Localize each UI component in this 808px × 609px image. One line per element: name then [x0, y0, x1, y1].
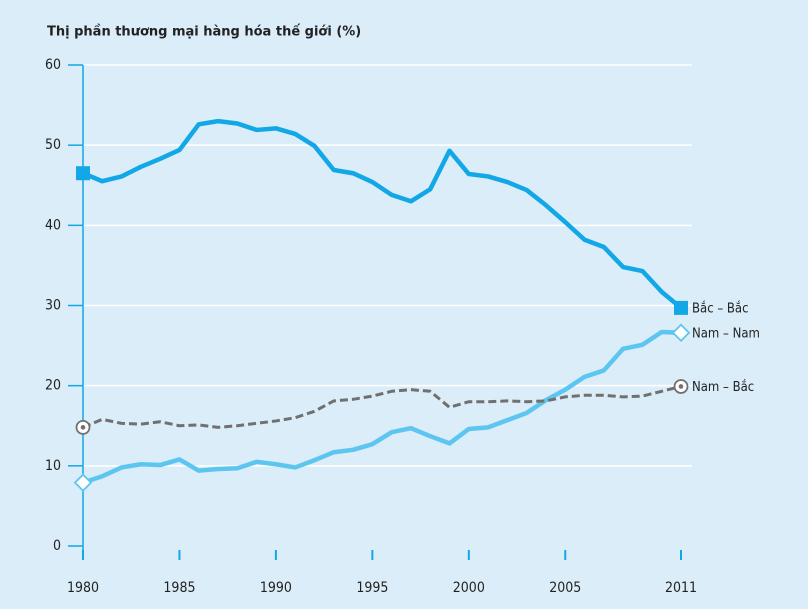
y-tick-label: 10: [45, 458, 61, 474]
marker-dot: [678, 384, 684, 389]
y-tick-label: 0: [53, 538, 61, 554]
marker: [73, 473, 93, 492]
y-tick-label: 50: [45, 137, 61, 153]
x-tick-label: 2011: [665, 580, 697, 596]
marker: [674, 300, 688, 315]
legend-label: Nam – Bắc: [692, 380, 754, 395]
legend-label: Bắc – Bắc: [692, 301, 749, 316]
y-tick-label: 40: [45, 217, 61, 233]
x-tick-label: 1990: [260, 580, 292, 596]
marker: [76, 166, 90, 181]
marker: [671, 323, 691, 343]
legend-label: Nam – Nam: [692, 326, 760, 341]
x-tick-label: 2005: [549, 580, 581, 596]
y-tick-label: 20: [45, 378, 61, 394]
series-line: [82, 118, 683, 310]
marker-dot: [80, 425, 86, 430]
y-tick-label: 30: [45, 298, 61, 314]
x-tick-label: 1980: [67, 580, 99, 596]
x-tick-label: 1995: [356, 580, 388, 596]
series-line: [82, 385, 682, 429]
series-line: [82, 329, 682, 485]
x-tick-label: 1985: [163, 580, 195, 596]
chart-title: Thị phần thương mại hàng hóa thế giới (%…: [47, 25, 361, 40]
y-tick-label: 60: [45, 57, 61, 73]
x-tick-label: 2000: [453, 580, 485, 596]
